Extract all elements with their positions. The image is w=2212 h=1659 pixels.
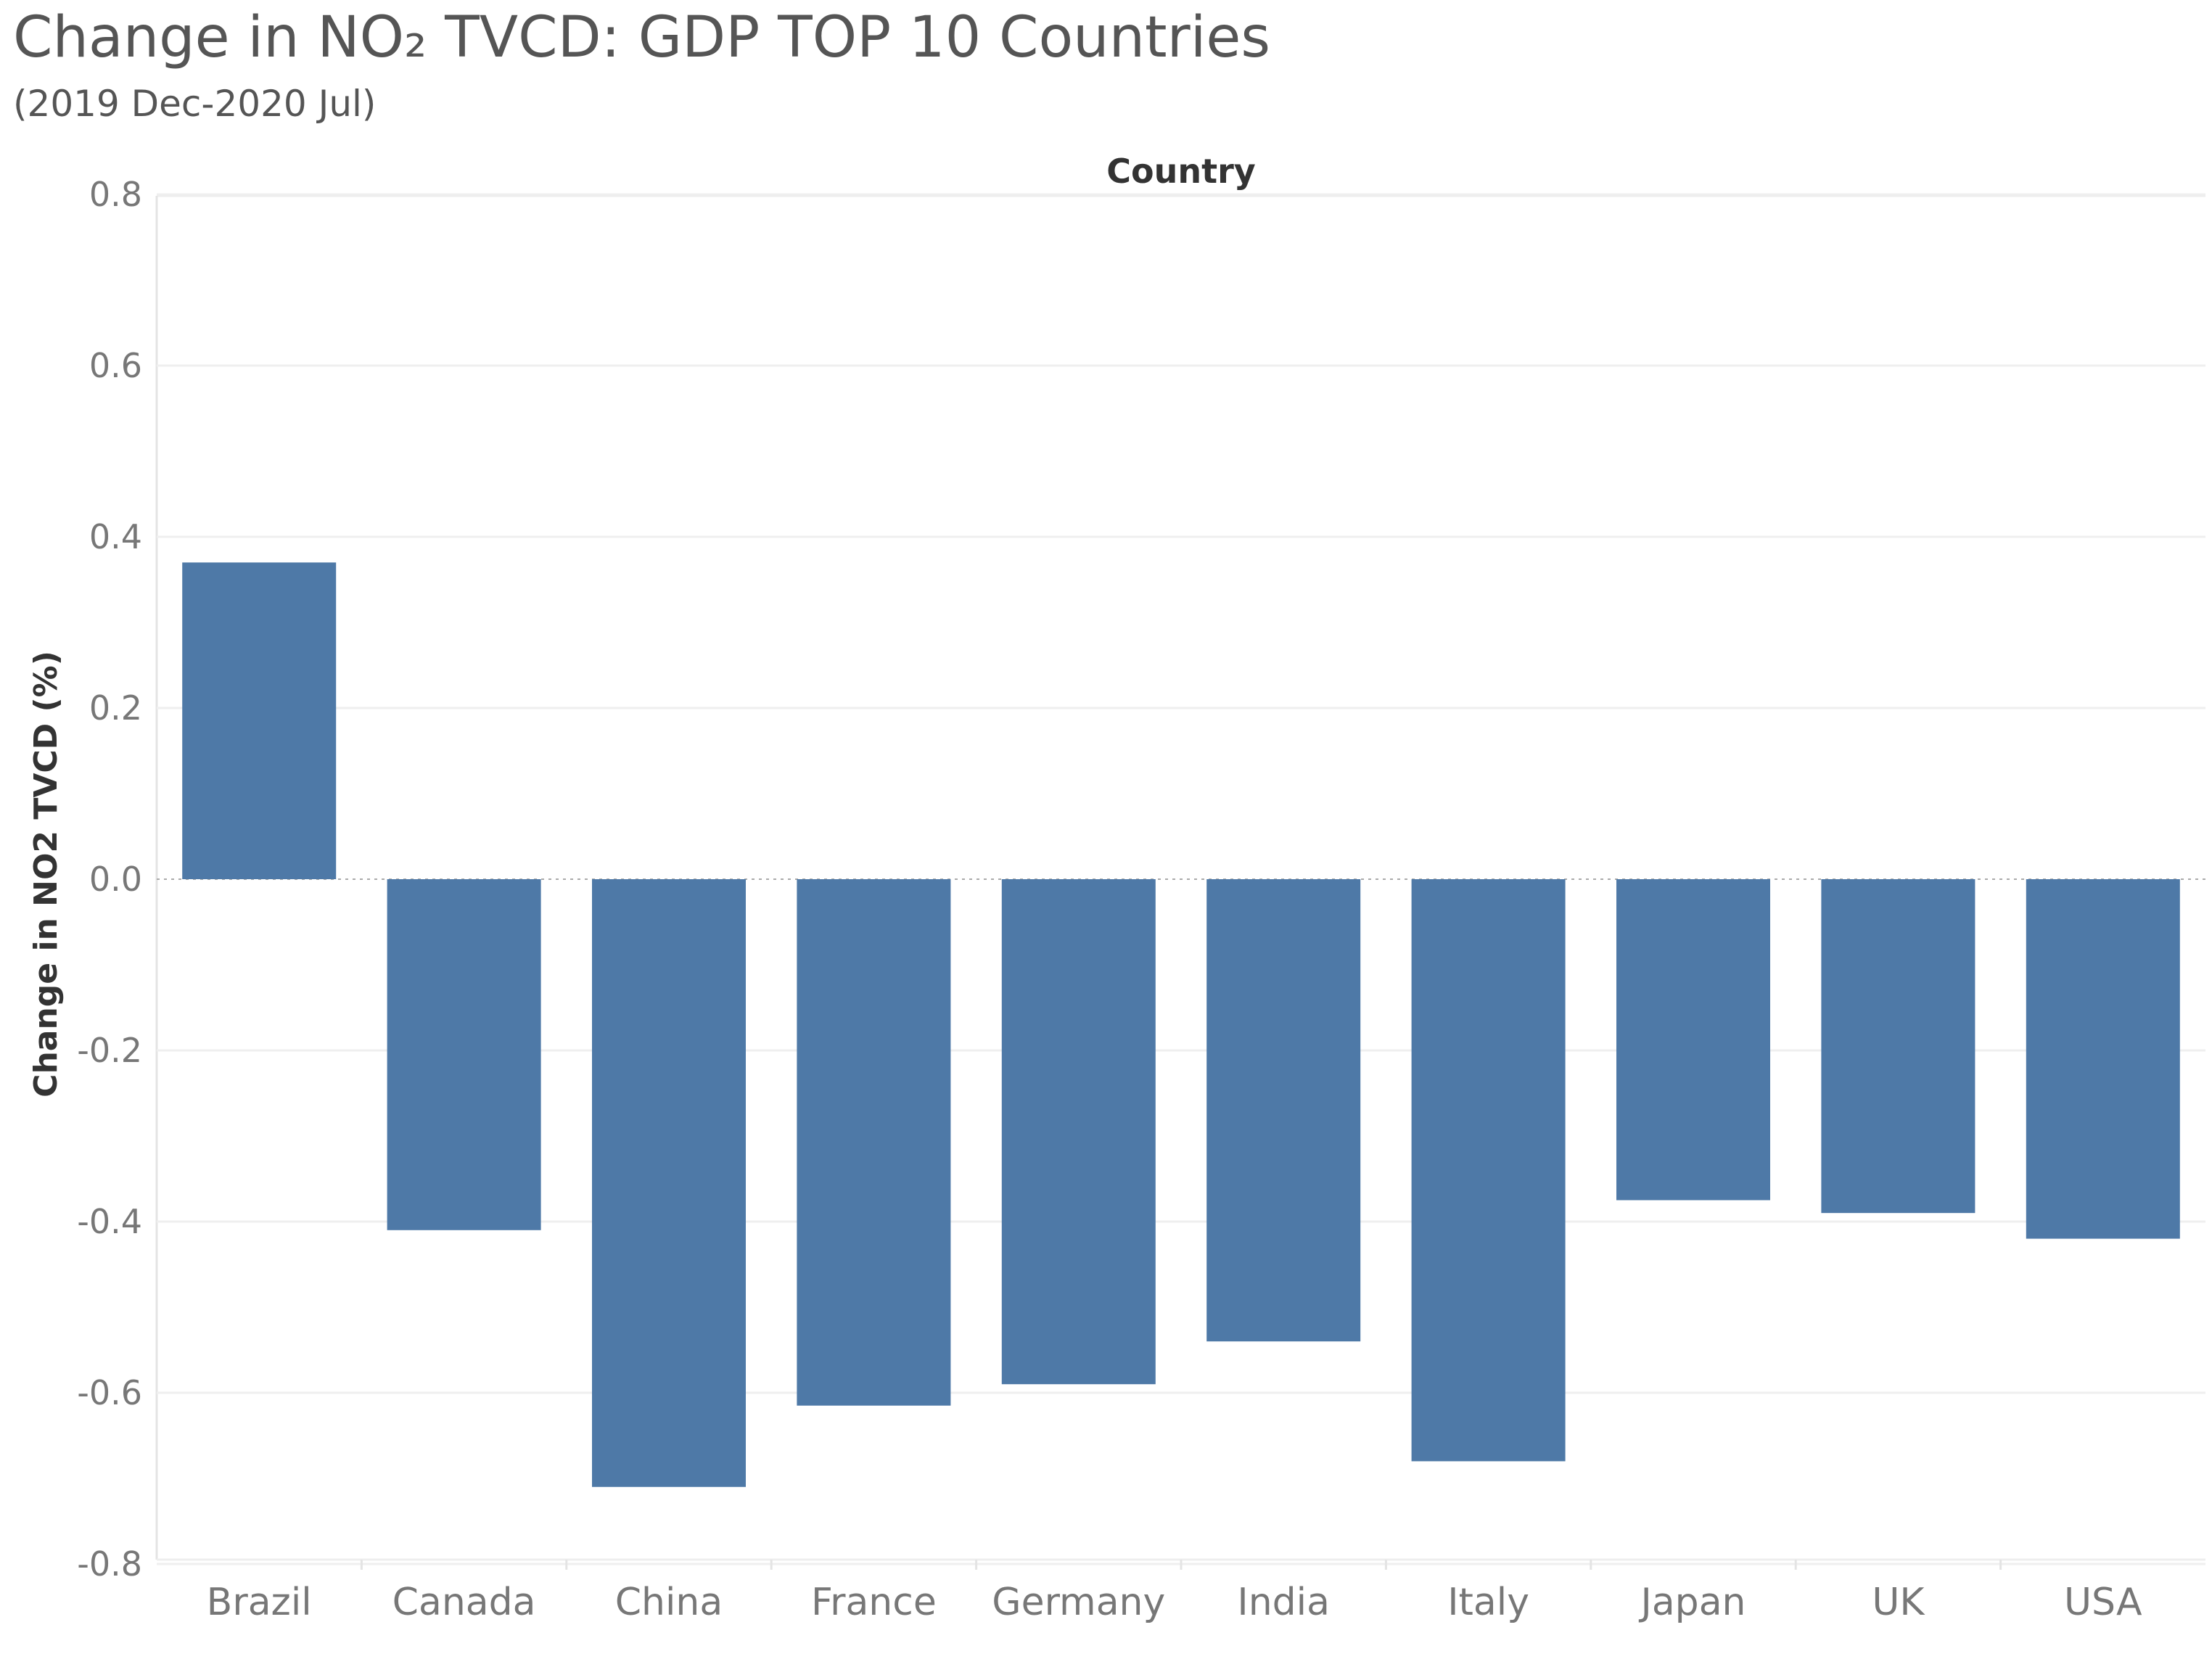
bar-canada: [387, 879, 541, 1230]
x-tick-label: China: [615, 1581, 723, 1624]
chart-title: Change in NO₂ TVCD: GDP TOP 10 Countries: [13, 5, 1270, 70]
y-tick-label: 0.0: [89, 860, 142, 899]
y-axis-ticks: 0.8 0.6 0.4 0.2 0.0 -0.2 -0.4 -0.6 -0.8: [77, 175, 142, 1584]
category-labels: Brazil Canada China France Germany India Italy…: [207, 1581, 2142, 1624]
x-tick-label: Canada: [392, 1581, 536, 1624]
y-tick-label: -0.4: [77, 1202, 142, 1241]
bar-france: [797, 879, 951, 1406]
x-tick-label: USA: [2064, 1581, 2142, 1624]
bar-india: [1206, 879, 1361, 1342]
x-axis-title: Country: [1106, 152, 1256, 191]
x-tick-label: UK: [1872, 1581, 1925, 1624]
bars: [182, 562, 2180, 1487]
y-tick-label: 0.8: [89, 175, 142, 214]
y-tick-label: -0.6: [77, 1373, 142, 1412]
y-tick-label: 0.4: [89, 517, 142, 556]
bar-germany: [1001, 879, 1156, 1385]
bar-china: [592, 879, 746, 1487]
y-axis-title: Change in NO2 TVCD (%): [28, 651, 65, 1098]
bar-uk: [1821, 879, 1975, 1214]
bar-brazil: [182, 562, 337, 879]
y-tick-label: 0.6: [89, 346, 142, 385]
x-tick-label: Germany: [992, 1581, 1165, 1624]
x-tick-label: Italy: [1447, 1581, 1529, 1624]
y-tick-label: -0.8: [77, 1544, 142, 1584]
bar-italy: [1411, 879, 1566, 1462]
bar-japan: [1616, 879, 1770, 1201]
x-tick-label: Japan: [1638, 1581, 1746, 1624]
x-tick-label: Brazil: [207, 1581, 312, 1624]
x-tick-label: India: [1237, 1581, 1330, 1624]
chart-subtitle: (2019 Dec-2020 Jul): [13, 83, 376, 125]
x-tick-label: France: [811, 1581, 937, 1624]
gridlines: [155, 193, 2205, 1570]
y-tick-label: 0.2: [89, 688, 142, 728]
bar-usa: [2026, 879, 2180, 1239]
y-tick-label: -0.2: [77, 1031, 142, 1070]
